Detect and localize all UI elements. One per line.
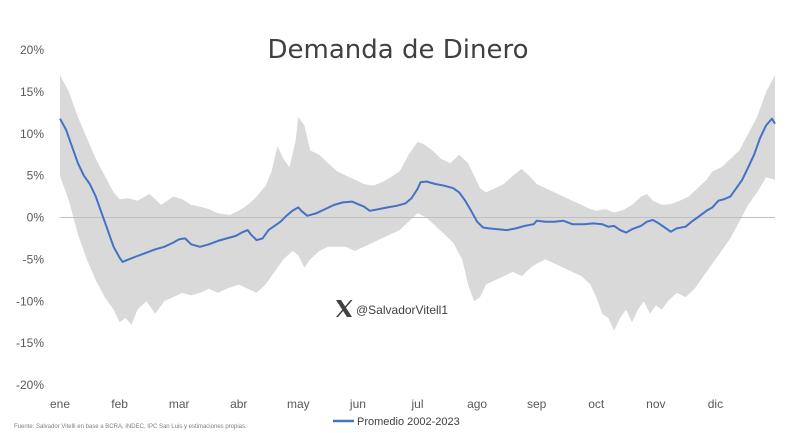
y-tick-label: 15%	[20, 85, 44, 99]
x-tick-label: nov	[646, 397, 665, 411]
y-tick-label: 20%	[20, 43, 44, 57]
x-axis: ene feb mar abr may jun jul ago sep oct nov dic	[50, 397, 723, 411]
y-axis: 20% 15% 10% 5% 0% -5% -10% -15% -20%	[16, 43, 44, 392]
y-tick-label: -5%	[23, 252, 45, 266]
series-line-layer	[59, 117, 776, 263]
range-band-layer	[60, 75, 775, 331]
x-tick-label: ago	[467, 397, 487, 411]
watermark: @SalvadorVitell1	[336, 300, 448, 317]
source-note: Fuente: Salvador Vitelli en base a BCRA,…	[14, 424, 247, 430]
legend: Promedio 2002-2023	[333, 416, 460, 428]
y-tick-label: -15%	[16, 336, 44, 350]
x-tick-label: may	[287, 397, 310, 411]
y-tick-label: 5%	[27, 169, 45, 183]
y-tick-label: -20%	[16, 378, 44, 392]
x-tick-label: feb	[111, 397, 128, 411]
x-tick-label: jul	[410, 397, 423, 411]
y-tick-label: 10%	[20, 127, 44, 141]
x-tick-label: mar	[169, 397, 190, 411]
chart-title: Demanda de Dinero	[268, 35, 529, 65]
series-line-0	[59, 117, 776, 263]
x-tick-label: oct	[588, 397, 605, 411]
y-tick-label: -10%	[16, 294, 44, 308]
x-tick-label: jun	[349, 397, 366, 411]
x-tick-label: sep	[527, 397, 547, 411]
range-band	[60, 75, 775, 331]
x-tick-label: ene	[50, 397, 70, 411]
x-tick-label: dic	[708, 397, 723, 411]
x-tick-label: abr	[230, 397, 247, 411]
x-logo-icon	[336, 300, 353, 317]
legend-label: Promedio 2002-2023	[357, 416, 460, 428]
watermark-handle: @SalvadorVitell1	[356, 303, 448, 317]
y-tick-label: 0%	[27, 211, 45, 225]
